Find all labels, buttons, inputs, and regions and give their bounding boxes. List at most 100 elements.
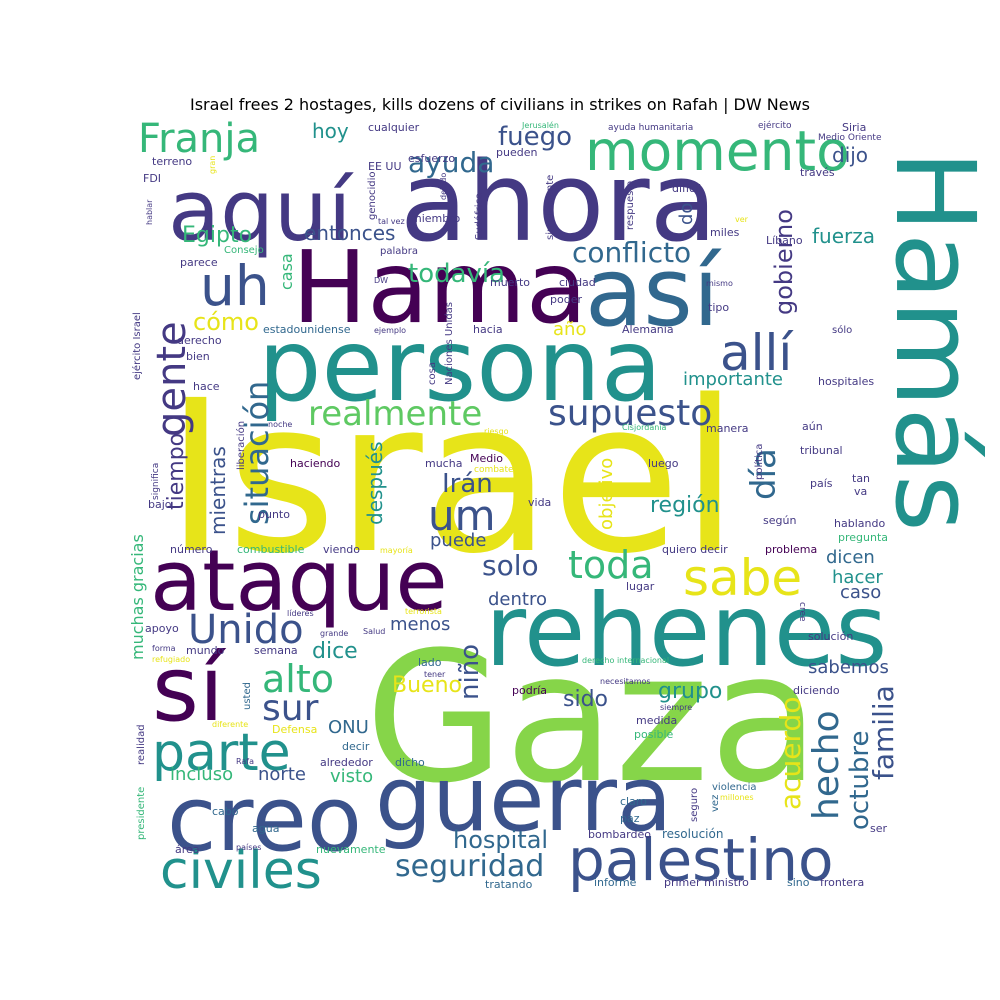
word-hamas: Hamás bbox=[871, 150, 999, 532]
word-dicho: dicho bbox=[395, 756, 425, 769]
word-familia: familia bbox=[867, 685, 900, 780]
word-tal-vez: tal vez bbox=[378, 217, 405, 226]
word-civiles: civiles bbox=[160, 841, 322, 901]
word-franja: Franja bbox=[138, 116, 260, 162]
word-todavia: todavía bbox=[408, 259, 505, 289]
word-estadounidense: estadounidense bbox=[263, 323, 351, 336]
word-usted: usted bbox=[242, 682, 253, 710]
word-momento: momento bbox=[585, 119, 850, 183]
word-gobierno: gobierno bbox=[770, 209, 798, 315]
word-realmente: realmente bbox=[308, 394, 482, 434]
word-lado: lado bbox=[418, 656, 442, 669]
word-israel: Israel bbox=[165, 355, 739, 600]
word-grupo: grupo bbox=[658, 679, 722, 704]
word-sabe: sabe bbox=[683, 549, 802, 607]
word-combustible: combustible bbox=[237, 543, 305, 556]
word-respuesta: respuesta bbox=[625, 181, 636, 230]
word-alrededor: alrededor bbox=[320, 756, 373, 769]
word-entonces: entonces bbox=[304, 221, 395, 245]
word-pais: país bbox=[810, 477, 833, 490]
word-ejercito-israel: ejército Israel bbox=[131, 312, 143, 380]
word-violencia: violencia bbox=[712, 782, 757, 793]
word-diciendo: diciendo bbox=[793, 684, 840, 697]
word-nuevamente: nuevamente bbox=[316, 843, 386, 856]
word-caso: caso bbox=[840, 582, 881, 603]
word-alli: allí bbox=[720, 324, 794, 382]
word-noche: noche bbox=[268, 420, 292, 429]
word-derecho-internacional: derecho internacional bbox=[582, 656, 669, 665]
word-tipo: tipo bbox=[708, 301, 729, 314]
word-riesgo: riesgo bbox=[484, 427, 509, 436]
word-significa: significa bbox=[151, 463, 161, 500]
word-alemania: Alemania bbox=[622, 323, 674, 336]
word-frontera: frontera bbox=[820, 876, 864, 889]
word-agua: agua bbox=[252, 822, 279, 835]
word-lugar: lugar bbox=[626, 580, 655, 593]
word-libano: Líbano bbox=[766, 234, 803, 247]
word-hoy: hoy bbox=[312, 119, 349, 143]
word-acuerdo: acuerdo bbox=[774, 697, 807, 810]
word-uh: uh bbox=[200, 254, 270, 318]
word-hablar: hablar bbox=[145, 199, 154, 225]
word-asi: así bbox=[585, 238, 722, 348]
word-mismo: mismo bbox=[706, 279, 733, 288]
word-miles: miles bbox=[710, 226, 740, 239]
word-area: área bbox=[175, 843, 200, 856]
word-realidad: realidad bbox=[136, 724, 147, 765]
word-viendo: viendo bbox=[323, 543, 360, 556]
word-aqui: aquí bbox=[168, 162, 354, 261]
word-ver: ver bbox=[735, 215, 749, 224]
word-despues: después bbox=[363, 441, 387, 525]
word-ataque: ataque bbox=[150, 532, 448, 631]
word-paises: países bbox=[236, 843, 261, 852]
word-gente: gente bbox=[149, 321, 195, 437]
word-vida: vida bbox=[528, 496, 551, 509]
word-terrorista: terrorista bbox=[405, 607, 442, 616]
word-siempre: siempre bbox=[660, 703, 692, 712]
word-pueden: pueden bbox=[496, 146, 537, 159]
word-puede: puede bbox=[430, 530, 486, 551]
word-posible: posible bbox=[634, 728, 674, 741]
word-ciudad: ciudad bbox=[559, 276, 596, 289]
word-luego: luego bbox=[648, 457, 679, 470]
word-fuego: fuego bbox=[498, 122, 572, 152]
word-salud: Salud bbox=[363, 627, 385, 636]
word-sur: sur bbox=[262, 688, 319, 729]
word-claro: claro bbox=[620, 795, 647, 808]
word-solo-acc: sólo bbox=[832, 324, 852, 336]
word-paz: paz bbox=[620, 812, 640, 825]
word-importante: importante bbox=[683, 369, 783, 390]
word-tiempo: tiempo bbox=[164, 433, 189, 510]
word-decir: decir bbox=[342, 740, 370, 753]
word-gaza: Gaza bbox=[365, 614, 820, 823]
word-onu: ONU bbox=[328, 717, 369, 738]
word-guerra: guerra bbox=[375, 747, 672, 852]
word-segun: según bbox=[763, 514, 796, 527]
word-fdi: FDI bbox=[143, 172, 161, 185]
word-menos: menos bbox=[390, 614, 450, 635]
word-combate: combate bbox=[474, 465, 514, 475]
word-dentro: dentro bbox=[488, 589, 547, 610]
word-medida: medida bbox=[636, 714, 677, 727]
word-visto: visto bbox=[330, 766, 373, 787]
word-va: va bbox=[854, 485, 867, 498]
word-fuerza: fuerza bbox=[812, 224, 875, 248]
word-debido: debido bbox=[439, 173, 448, 200]
word-tribunal: tribunal bbox=[800, 444, 843, 457]
word-apoyo: apoyo bbox=[145, 622, 179, 635]
word-presidente: presidente bbox=[136, 787, 147, 840]
word-derecho: derecho bbox=[177, 334, 222, 347]
word-poder: poder bbox=[550, 293, 582, 306]
word-genocidio: genocidio bbox=[367, 172, 378, 220]
word-alto: alto bbox=[262, 657, 334, 701]
word-octubre: octubre bbox=[845, 731, 875, 831]
word-unido: Unido bbox=[188, 607, 304, 653]
word-muchas-gracias: muchas gracias bbox=[128, 534, 147, 660]
word-politica: política bbox=[753, 444, 765, 480]
word-quiero-decir: quiero decir bbox=[662, 543, 728, 556]
word-sudafrica: Sudáfrica bbox=[473, 193, 485, 240]
word-rafa: Rafa bbox=[236, 757, 254, 766]
word-muerto: muerto bbox=[490, 276, 530, 289]
word-numero: número bbox=[170, 543, 213, 556]
word-problema: problema bbox=[765, 543, 817, 556]
